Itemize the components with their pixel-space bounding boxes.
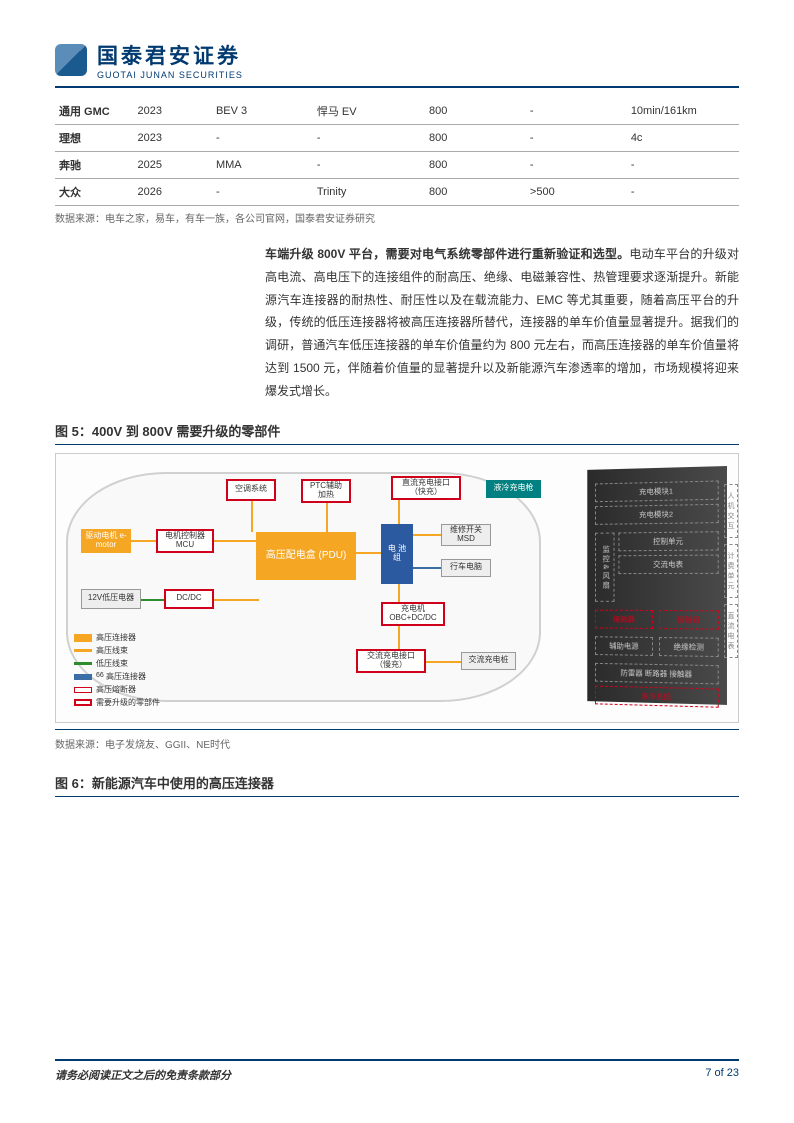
node-acport: 交流充电接口 （慢充） [356,649,426,673]
company-name-en: GUOTAI JUNAN SECURITIES [97,70,243,80]
logo-text-block: 国泰君安证券 GUOTAI JUNAN SECURITIES [97,40,243,80]
node-mcu: 电机控制器 MCU [156,529,214,553]
node-acpile: 交流充电桩 [461,652,516,670]
footer-disclaimer: 请务必阅读正文之后的免责条款部分 [55,1067,231,1083]
node-ptc: PTC辅助 加热 [301,479,351,503]
node-motor: 驱动电机 e-motor [81,529,131,553]
charging-cabinet: 充电模块1 充电模块2 监 控 & 风 扇 控制单元 交流电表 接触器 接触器 … [587,466,727,705]
diagram-legend: 高压连接器 高压线束 低压线束 66 高压连接器 高压熔断器 需要升级的零部件 [74,632,160,710]
body-paragraph: 车端升级 800V 平台，需要对电气系统零部件进行重新验证和选型。电动车平台的升… [265,243,739,403]
para-bold: 车端升级 800V 平台，需要对电气系统零部件进行重新验证和选型。 [265,247,629,261]
node-battery: 电 池 组 [381,524,413,584]
node-ecu: 行车电脑 [441,559,491,577]
figure-5-title: 图 5：400V 到 800V 需要升级的零部件 [55,421,739,445]
fig5-source: 数据来源：电子发烧友、GGII、NE时代 [55,736,739,751]
footer-page-number: 7 of 23 [705,1067,739,1083]
page-footer: 请务必阅读正文之后的免责条款部分 7 of 23 [55,1059,739,1083]
table-row: 奔驰2025MMA-800-- [55,152,739,179]
figure-6-title: 图 6：新能源汽车中使用的高压连接器 [55,773,739,797]
company-name-cn: 国泰君安证券 [97,40,243,70]
table-row: 理想2023--800-4c [55,125,739,152]
table-row: 通用 GMC2023BEV 3悍马 EV800-10min/161km [55,98,739,125]
node-dcport: 直流充电接口 （快充） [391,476,461,500]
node-msd: 维修开关 MSD [441,524,491,546]
table-row: 大众2026-Trinity800>500- [55,179,739,206]
logo-icon [55,44,87,76]
node-dcdc: DC/DC [164,589,214,609]
node-pdu: 高压配电盒 (PDU) [256,532,356,580]
page-header: 国泰君安证券 GUOTAI JUNAN SECURITIES [55,40,739,88]
node-lv12: 12V低压电器 [81,589,141,609]
vehicle-platform-table: 通用 GMC2023BEV 3悍马 EV800-10min/161km理想202… [55,98,739,206]
node-liquid: 液冷充电枪 [486,480,541,498]
node-ac: 空调系统 [226,479,276,501]
para-text: 电动车平台的升级对高电流、高电压下的连接组件的耐高压、绝缘、电磁兼容性、热管理要… [265,247,739,398]
figure-5-diagram: 空调系统 PTC辅助 加热 直流充电接口 （快充） 液冷充电枪 驱动电机 e-m… [55,453,739,723]
table-source: 数据来源：电车之家，易车，有车一族，各公司官网，国泰君安证券研究 [55,210,739,225]
node-obc: 充电机 OBC+DC/DC [381,602,445,626]
